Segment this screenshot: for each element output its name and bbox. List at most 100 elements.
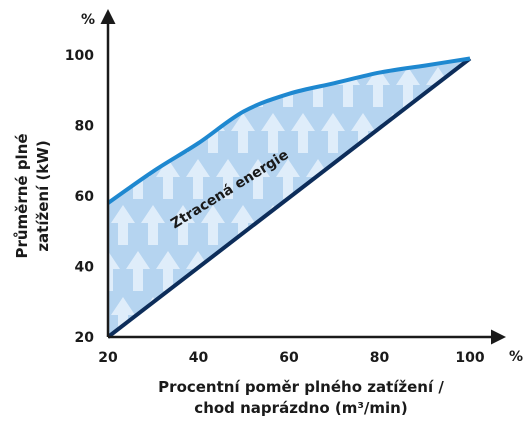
texture-arrow bbox=[81, 205, 105, 245]
texture-arrow bbox=[396, 67, 420, 107]
x-tick-label: 100 bbox=[455, 350, 484, 366]
texture-arrow bbox=[336, 159, 360, 199]
texture-arrow bbox=[231, 297, 255, 337]
texture-arrow bbox=[231, 58, 255, 61]
x-tick-label: 40 bbox=[189, 350, 209, 366]
texture-arrow bbox=[261, 297, 285, 337]
texture-arrow bbox=[336, 251, 360, 291]
texture-arrow bbox=[351, 58, 375, 61]
texture-arrow bbox=[456, 67, 470, 107]
texture-arrow bbox=[216, 251, 240, 291]
texture-arrow bbox=[186, 159, 210, 199]
texture-arrow bbox=[291, 58, 315, 61]
texture-arrow bbox=[291, 205, 315, 245]
texture-arrow bbox=[366, 67, 390, 107]
x-tick-label: 60 bbox=[279, 350, 299, 366]
texture-arrow bbox=[306, 251, 330, 291]
y-tick-label: 80 bbox=[75, 119, 95, 135]
y-unit-label: % bbox=[81, 12, 95, 28]
texture-arrow bbox=[321, 113, 345, 153]
x-unit-label: % bbox=[509, 349, 523, 365]
texture-arrow bbox=[366, 251, 390, 291]
texture-arrow bbox=[471, 205, 495, 245]
y-axis-title-line-1: Průměrné plné bbox=[13, 133, 31, 258]
texture-arrow bbox=[201, 297, 225, 337]
series-line-lower bbox=[106, 56, 472, 339]
texture-arrow bbox=[111, 297, 135, 337]
texture-arrow bbox=[216, 67, 240, 107]
texture-arrow bbox=[216, 0, 240, 15]
texture-arrow bbox=[486, 67, 510, 107]
texture-arrow bbox=[231, 205, 255, 245]
texture-arrow bbox=[141, 58, 165, 61]
texture-arrow bbox=[381, 205, 405, 245]
y-tick-label: 100 bbox=[65, 48, 94, 64]
series-line-upper bbox=[106, 56, 471, 205]
texture-arrow bbox=[156, 251, 180, 291]
texture-arrow bbox=[246, 251, 270, 291]
texture-arrow bbox=[171, 58, 195, 61]
texture-arrow bbox=[186, 0, 210, 15]
texture-arrow bbox=[456, 159, 470, 199]
texture-arrow bbox=[171, 205, 195, 245]
texture-arrow bbox=[396, 0, 420, 15]
texture-arrow bbox=[396, 251, 420, 291]
texture-arrow bbox=[411, 58, 435, 61]
texture-arrow bbox=[441, 58, 465, 61]
y-tick-label: 20 bbox=[75, 330, 95, 346]
texture-arrow bbox=[321, 205, 345, 245]
texture-arrow bbox=[486, 159, 510, 199]
texture-arrow bbox=[501, 21, 525, 61]
texture-arrow bbox=[336, 0, 360, 15]
texture-arrow bbox=[381, 58, 405, 61]
texture-arrow bbox=[501, 205, 525, 245]
texture-arrow bbox=[108, 251, 120, 291]
x-tick-label: 80 bbox=[370, 350, 390, 366]
texture-arrow bbox=[426, 251, 450, 291]
texture-arrow bbox=[426, 159, 450, 199]
texture-arrow bbox=[486, 0, 510, 15]
texture-arrow bbox=[156, 67, 180, 107]
texture-arrow bbox=[111, 113, 135, 153]
texture-arrow bbox=[246, 159, 270, 199]
texture-arrow bbox=[471, 21, 495, 61]
texture-arrow bbox=[411, 205, 435, 245]
y-tick-label: 40 bbox=[75, 260, 95, 276]
texture-arrow bbox=[216, 159, 240, 199]
texture-arrow bbox=[426, 0, 450, 15]
x-tick-label: 20 bbox=[98, 350, 118, 366]
x-axis-title-line-1: Procentní poměr plného zatížení / bbox=[158, 378, 444, 396]
texture-arrow bbox=[306, 0, 330, 15]
texture-arrow bbox=[321, 58, 345, 61]
texture-arrow bbox=[261, 58, 285, 61]
texture-arrow bbox=[411, 297, 435, 337]
texture-arrow bbox=[351, 113, 375, 153]
texture-arrow bbox=[441, 113, 465, 153]
y-axis-title-line-2: zatížení (kW) bbox=[34, 140, 52, 251]
texture-arrow bbox=[111, 58, 135, 61]
texture-arrow bbox=[486, 251, 510, 291]
y-tick-labels: 20 40 60 80 100 bbox=[65, 48, 94, 346]
texture-arrow bbox=[411, 113, 435, 153]
texture-arrow bbox=[441, 205, 465, 245]
texture-arrow bbox=[441, 297, 465, 337]
texture-arrow bbox=[471, 297, 495, 337]
texture-arrow bbox=[276, 251, 300, 291]
texture-arrow bbox=[156, 0, 180, 15]
texture-arrow bbox=[351, 297, 375, 337]
texture-arrow bbox=[156, 159, 180, 199]
x-tick-labels: 20 40 60 80 100 bbox=[98, 350, 485, 366]
texture-arrow bbox=[231, 113, 255, 153]
texture-arrow bbox=[321, 297, 345, 337]
texture-arrow bbox=[141, 205, 165, 245]
x-axis-title-line-2: chod naprázdno (m³/min) bbox=[194, 399, 407, 417]
y-tick-label: 60 bbox=[75, 189, 95, 205]
texture-arrow bbox=[456, 0, 480, 15]
texture-arrow bbox=[291, 113, 315, 153]
texture-arrow bbox=[141, 113, 165, 153]
plot-area bbox=[81, 0, 525, 339]
texture-arrow bbox=[201, 58, 225, 61]
texture-arrow bbox=[246, 0, 270, 15]
texture-arrow bbox=[276, 0, 300, 15]
